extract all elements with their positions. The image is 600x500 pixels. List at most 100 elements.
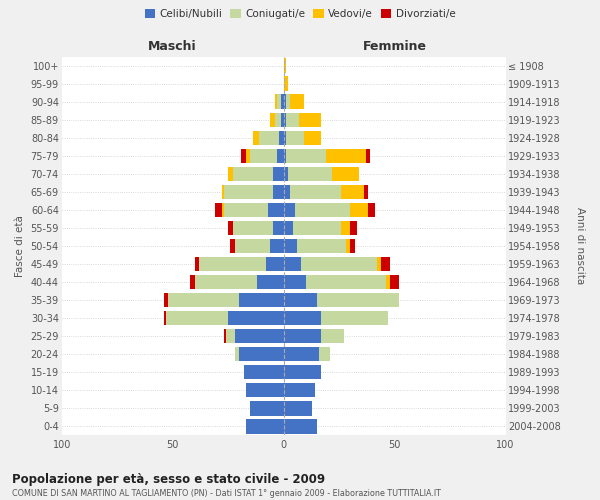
Bar (230, 238, 235, 254)
Bar (341, 184, 364, 200)
Bar (290, 184, 341, 200)
Text: COMUNE DI SAN MARTINO AL TAGLIAMENTO (PN) - Dati ISTAT 1° gennaio 2009 - Elabora: COMUNE DI SAN MARTINO AL TAGLIAMENTO (PN… (12, 489, 441, 498)
Bar (341, 220, 350, 236)
Bar (250, 148, 277, 164)
Bar (368, 202, 374, 218)
Bar (246, 148, 250, 164)
Bar (246, 382, 284, 398)
Bar (224, 328, 226, 344)
Bar (284, 310, 322, 326)
Bar (284, 184, 290, 200)
Bar (250, 400, 284, 415)
Bar (233, 166, 272, 182)
Bar (275, 94, 277, 110)
Bar (235, 328, 284, 344)
Bar (284, 76, 288, 92)
Bar (281, 112, 284, 128)
Bar (390, 274, 399, 289)
Bar (164, 310, 166, 326)
Bar (284, 364, 322, 380)
Bar (286, 112, 299, 128)
Bar (288, 166, 332, 182)
Bar (284, 256, 301, 272)
Bar (317, 292, 399, 308)
Bar (364, 184, 368, 200)
Bar (235, 346, 239, 362)
Bar (299, 112, 322, 128)
Legend: Celibi/Nubili, Coniugati/e, Vedovi/e, Divorziati/e: Celibi/Nubili, Coniugati/e, Vedovi/e, Di… (140, 5, 460, 24)
Bar (286, 130, 304, 146)
Bar (215, 202, 221, 218)
Y-axis label: Anni di nascita: Anni di nascita (575, 208, 585, 284)
Bar (235, 238, 271, 254)
Y-axis label: Fasce di età: Fasce di età (15, 215, 25, 277)
Bar (271, 112, 275, 128)
Bar (266, 256, 284, 272)
Bar (228, 220, 233, 236)
Bar (246, 418, 284, 434)
Bar (228, 166, 233, 182)
Bar (224, 184, 272, 200)
Bar (268, 202, 284, 218)
Bar (272, 166, 284, 182)
Bar (226, 328, 235, 344)
Bar (284, 130, 286, 146)
Bar (350, 238, 355, 254)
Bar (199, 256, 266, 272)
Bar (195, 256, 199, 272)
Bar (271, 238, 284, 254)
Bar (277, 148, 284, 164)
Bar (284, 112, 286, 128)
Bar (166, 310, 228, 326)
Bar (272, 220, 284, 236)
Bar (284, 292, 317, 308)
Bar (319, 346, 330, 362)
Bar (284, 94, 286, 110)
Bar (322, 310, 388, 326)
Bar (284, 328, 322, 344)
Bar (322, 328, 344, 344)
Text: Popolazione per età, sesso e stato civile - 2009: Popolazione per età, sesso e stato civil… (12, 472, 325, 486)
Bar (284, 148, 286, 164)
Bar (286, 94, 290, 110)
Bar (281, 94, 284, 110)
Bar (306, 274, 386, 289)
Bar (284, 274, 306, 289)
Bar (168, 292, 239, 308)
Bar (284, 166, 288, 182)
Bar (279, 130, 284, 146)
Bar (239, 292, 284, 308)
Bar (241, 148, 246, 164)
Text: Femmine: Femmine (362, 40, 427, 53)
Bar (221, 184, 224, 200)
Bar (277, 94, 281, 110)
Bar (284, 202, 295, 218)
Bar (284, 418, 317, 434)
Bar (221, 202, 224, 218)
Bar (290, 94, 304, 110)
Bar (284, 238, 297, 254)
Bar (284, 382, 315, 398)
Bar (297, 238, 346, 254)
Bar (257, 274, 284, 289)
Text: Maschi: Maschi (148, 40, 197, 53)
Bar (284, 58, 286, 73)
Bar (275, 112, 281, 128)
Bar (286, 148, 326, 164)
Bar (381, 256, 390, 272)
Bar (164, 292, 168, 308)
Bar (253, 130, 259, 146)
Bar (350, 220, 357, 236)
Bar (272, 184, 284, 200)
Bar (259, 130, 279, 146)
Bar (233, 220, 272, 236)
Bar (350, 202, 368, 218)
Bar (377, 256, 381, 272)
Bar (224, 202, 268, 218)
Bar (301, 256, 377, 272)
Bar (228, 310, 284, 326)
Bar (332, 166, 359, 182)
Bar (346, 238, 350, 254)
Bar (366, 148, 370, 164)
Bar (244, 364, 284, 380)
